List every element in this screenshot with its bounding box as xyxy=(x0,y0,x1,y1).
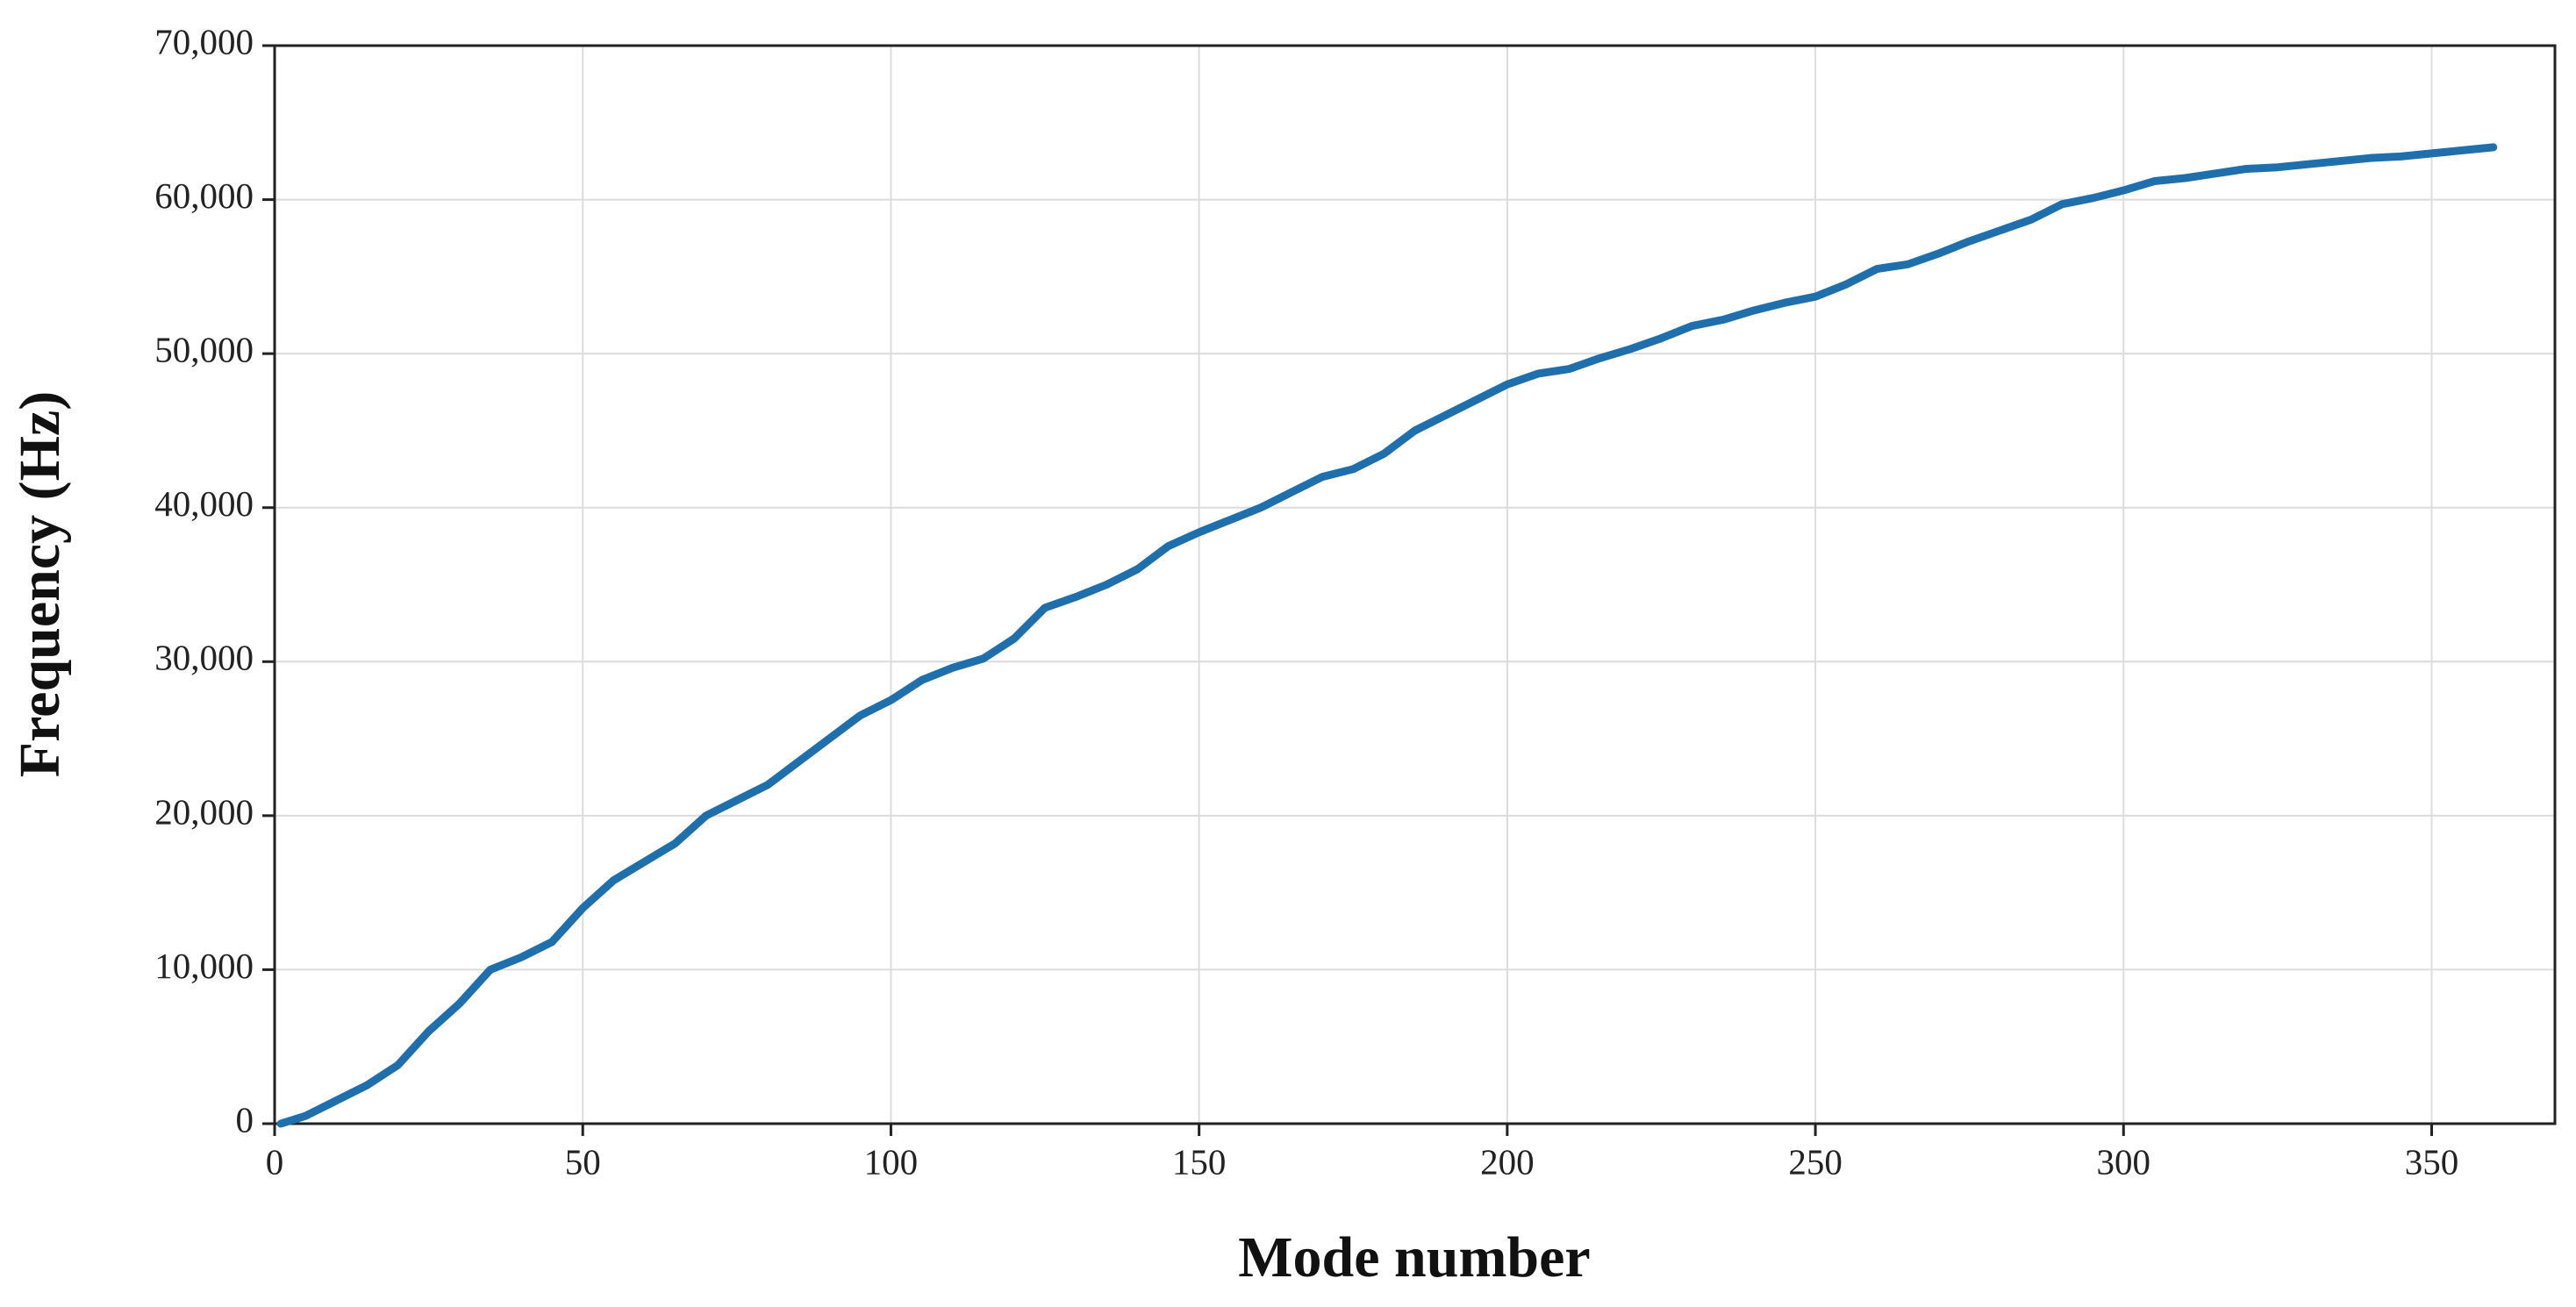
y-tick-label: 0 xyxy=(236,1099,254,1139)
y-axis-title: Frequency (Hz) xyxy=(8,391,72,778)
plot-frame xyxy=(273,44,2557,1125)
x-axis-title: Mode number xyxy=(1238,1225,1590,1289)
x-tick-label: 150 xyxy=(1172,1141,1227,1182)
y-tick-label: 20,000 xyxy=(154,791,254,832)
x-tick-label: 50 xyxy=(565,1141,601,1182)
y-tick-label: 60,000 xyxy=(154,175,254,216)
x-tick-label: 350 xyxy=(2405,1141,2459,1182)
x-tick-label: 100 xyxy=(864,1141,919,1182)
data-line xyxy=(276,143,2498,1128)
x-tick-label: 300 xyxy=(2097,1141,2151,1182)
y-tick-label: 30,000 xyxy=(154,638,254,678)
x-tick-label: 200 xyxy=(1480,1141,1535,1182)
y-tick-label: 10,000 xyxy=(154,946,254,986)
y-tick-label: 70,000 xyxy=(154,21,254,61)
x-tick-label: 0 xyxy=(266,1141,284,1182)
x-tick-label: 250 xyxy=(1788,1141,1843,1182)
y-tick-label: 50,000 xyxy=(154,330,254,370)
y-tick-label: 40,000 xyxy=(154,483,254,524)
